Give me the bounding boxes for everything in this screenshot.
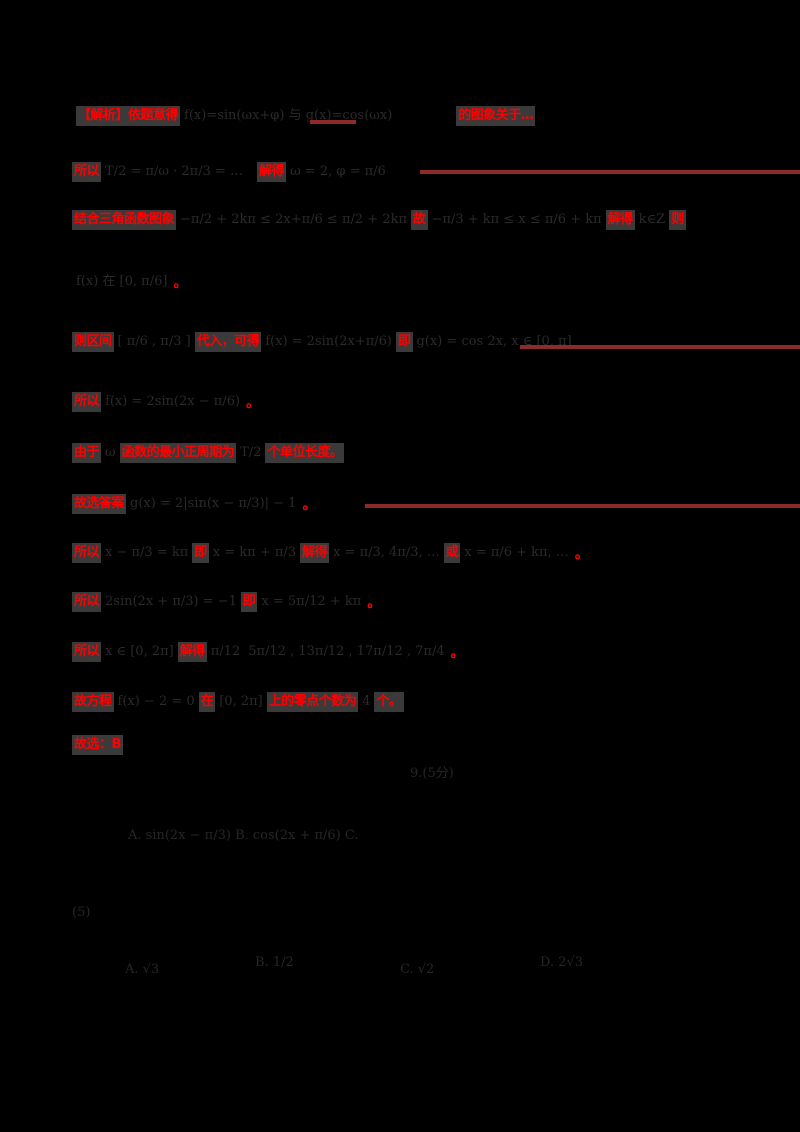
sub-question: (5)	[72, 905, 91, 920]
period: 。	[574, 546, 589, 562]
formula: f(x)=sin(ωx+φ) 与 g(x)=cos(ωx)	[184, 108, 393, 123]
formula: ω = 2, φ = π/6	[290, 164, 386, 179]
label: 故方程	[72, 692, 114, 712]
label: 个单位长度。	[265, 443, 345, 463]
solution-line-8: 所以 x − π/3 = kπ 即 x = kπ + π/3 解得 x = π/…	[72, 543, 589, 563]
solution-line-5: 所以 f(x) = 2sin(2x − π/6) 。	[72, 392, 260, 412]
label: 解得	[605, 210, 635, 230]
formula: k∈Z	[638, 212, 666, 227]
label: 即	[240, 592, 258, 612]
solution-line-0: 【解析】依题意得 f(x)=sin(ωx+φ) 与 g(x)=cos(ωx) 的…	[76, 106, 536, 126]
label: 所以	[72, 592, 102, 612]
underline-1	[420, 170, 800, 174]
label: 即	[395, 332, 413, 352]
formula: f(x) = 2sin(2x+π/6)	[265, 334, 392, 349]
formula: x − π/3 = kπ	[105, 545, 189, 560]
label: 解得	[300, 543, 330, 563]
solution-line-2: 结合三角函数图象 −π/2 + 2kπ ≤ 2x+π/6 ≤ π/2 + 2kπ…	[72, 210, 686, 230]
formula: −π/3 + kπ ≤ x ≤ π/6 + kπ	[431, 212, 602, 227]
solution-line-6: 由于 ω 函数的最小正周期为 T/2 个单位长度。	[72, 443, 345, 463]
answer-option-a[interactable]: A. √3	[125, 962, 160, 977]
formula: x = π/3, 4π/3, …	[333, 545, 440, 560]
underline-0	[310, 120, 356, 124]
label: 代入，可得	[194, 332, 262, 352]
formula: 4	[362, 694, 371, 709]
solution-line-4: 则区间 [ π/6 , π/3 ] 代入，可得 f(x) = 2sin(2x+π…	[72, 332, 576, 352]
label: 则	[669, 210, 686, 230]
label: 结合三角函数图象	[72, 210, 177, 230]
label: 则区间	[72, 332, 114, 352]
label: 函数的最小正周期为	[119, 443, 237, 463]
question-number: 9.(5分)	[410, 766, 454, 781]
formula: x ∈ [0, 2π]	[105, 644, 174, 659]
period: 。	[246, 395, 261, 411]
solution-line-11: 故方程 f(x) − 2 = 0 在 [0, 2π] 上的零点个数为 4 个。	[72, 692, 404, 712]
formula: ω	[105, 445, 116, 460]
formula: [ π/6 , π/3 ]	[117, 334, 191, 349]
label: 或	[443, 543, 461, 563]
label-tail: 的图象关于…	[456, 106, 536, 126]
formula: T/2 = π/ω · 2π/3 = …	[105, 164, 244, 179]
formula: [0, 2π]	[219, 694, 263, 709]
answer-option-b[interactable]: B. 1/2	[255, 955, 294, 970]
analysis-label: 【解析】依题意得	[76, 106, 181, 126]
label: 个。	[374, 692, 404, 712]
label: 即	[192, 543, 209, 563]
formula: x = π/6 + kπ, …	[464, 545, 569, 560]
label: 所以	[72, 162, 102, 182]
label: 所以	[72, 392, 102, 412]
underline-4	[520, 345, 800, 349]
label: 故	[411, 210, 428, 230]
label: 所以	[72, 543, 102, 563]
formula: −π/2 + 2kπ ≤ 2x+π/6 ≤ π/2 + 2kπ	[180, 212, 408, 227]
formula: 5π/12 , 13π/12 , 17π/12 , 7π/4	[248, 644, 445, 659]
formula: x = 5π/12 + kπ	[261, 594, 362, 609]
solution-line-12: 故选：B	[72, 735, 123, 755]
label: 在	[198, 692, 216, 712]
underline-7	[365, 504, 800, 508]
formula: f(x) 在 [0, π/6]	[76, 274, 168, 289]
period: 。	[450, 645, 465, 661]
question-options: A. sin(2x − π/3) B. cos(2x + π/6) C.	[128, 828, 359, 843]
solution-line-9: 所以 2sin(2x + π/3) = −1 即 x = 5π/12 + kπ …	[72, 592, 381, 612]
formula: f(x) = 2sin(2x − π/6)	[105, 394, 241, 409]
formula: g(x) = 2|sin(x − π/3)| − 1	[130, 496, 297, 511]
formula: 2sin(2x + π/3) = −1	[105, 594, 237, 609]
label: 所以	[72, 642, 102, 662]
label: 上的零点个数为	[266, 692, 359, 712]
period: 。	[173, 275, 188, 291]
solution-line-10: 所以 x ∈ [0, 2π] 解得 π/12 5π/12 , 13π/12 , …	[72, 642, 465, 662]
solution-line-3: f(x) 在 [0, π/6] 。	[72, 272, 187, 292]
period: 。	[367, 595, 382, 611]
answer-option-c[interactable]: C. √2	[400, 962, 435, 977]
period: 。	[302, 497, 317, 513]
label: 解得	[177, 642, 207, 662]
label: 由于	[72, 443, 102, 463]
label: 故选答案	[72, 494, 127, 514]
solution-line-7: 故选答案 g(x) = 2|sin(x − π/3)| − 1 。	[72, 494, 316, 514]
answer-label: 故选：B	[72, 735, 123, 755]
formula: T/2	[240, 445, 262, 460]
answer-option-d[interactable]: D. 2√3	[540, 955, 584, 970]
label: 解得	[257, 162, 287, 182]
formula: x = kπ + π/3	[212, 545, 297, 560]
solution-line-1: 所以 T/2 = π/ω · 2π/3 = … 解得 ω = 2, φ = π/…	[72, 162, 390, 182]
formula: π/12	[210, 644, 241, 659]
formula: f(x) − 2 = 0	[117, 694, 195, 709]
